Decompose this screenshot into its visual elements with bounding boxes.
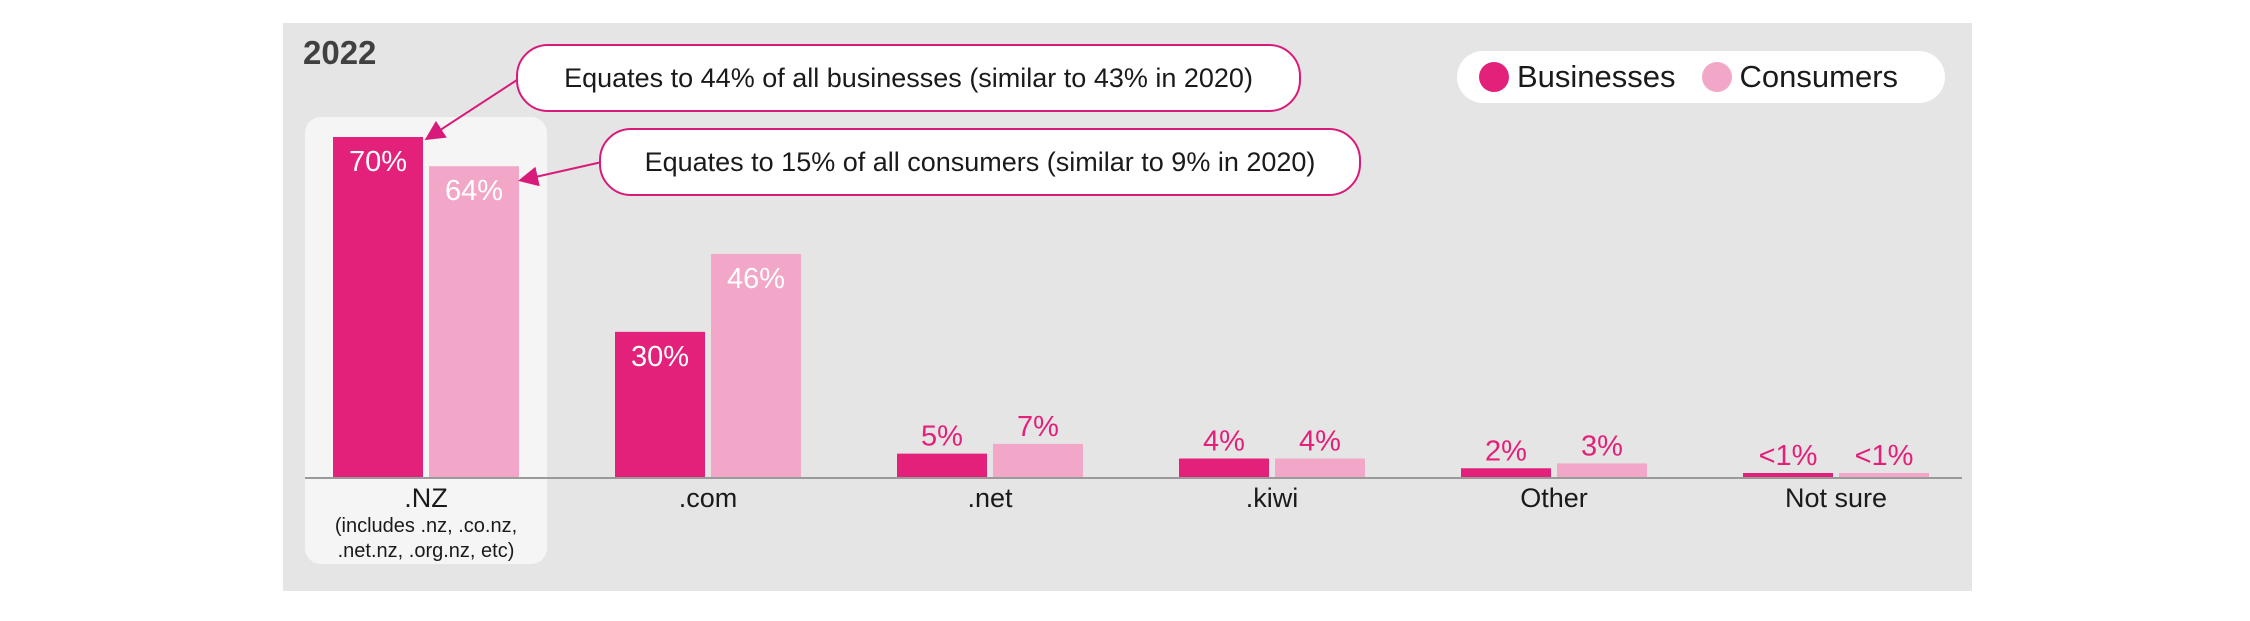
- data-label-businesses-notsure: <1%: [1759, 440, 1818, 472]
- callout-consumers: Equates to 15% of all consumers (similar…: [599, 128, 1361, 196]
- data-label-businesses-nz: 70%: [349, 146, 407, 178]
- legend-label-businesses: Businesses: [1517, 59, 1676, 94]
- data-label-consumers-notsure: <1%: [1855, 440, 1914, 472]
- legend: Businesses Consumers: [1457, 51, 1945, 103]
- bar-businesses-com: [615, 331, 705, 478]
- bar-consumers-nz: [429, 166, 519, 478]
- category-label-4: Other: [1520, 483, 1588, 513]
- bar-consumers-net: [993, 443, 1083, 478]
- bar-businesses-notsure: [1743, 473, 1833, 478]
- bar-businesses-kiwi: [1179, 458, 1269, 478]
- category-label-2: .net: [967, 483, 1013, 513]
- data-label-consumers-other: 3%: [1581, 430, 1623, 462]
- callout-arrow-businesses: [424, 77, 521, 141]
- data-label-businesses-net: 5%: [921, 421, 963, 453]
- callout-businesses: Equates to 44% of all businesses (simila…: [516, 44, 1301, 112]
- callout-arrow-consumers: [518, 161, 603, 187]
- legend-item-consumers: Consumers: [1701, 59, 1899, 95]
- bar-consumers-kiwi: [1275, 458, 1365, 478]
- legend-item-businesses: Businesses: [1479, 59, 1676, 95]
- chart-panel: [283, 23, 1972, 591]
- legend-swatch-consumers: [1701, 62, 1732, 92]
- category-label-0: .NZ: [404, 483, 448, 513]
- legend-swatch-businesses: [1479, 62, 1509, 92]
- category-label-1: .com: [679, 483, 738, 513]
- bar-businesses-nz: [333, 137, 423, 478]
- category-sublabel-1: .net.nz, .org.nz, etc): [338, 540, 515, 562]
- data-label-businesses-kiwi: 4%: [1203, 426, 1245, 458]
- data-label-consumers-kiwi: 4%: [1299, 426, 1341, 458]
- data-label-consumers-net: 7%: [1017, 411, 1059, 443]
- year-label: 2022: [303, 34, 377, 71]
- data-label-businesses-other: 2%: [1485, 435, 1527, 467]
- bar-businesses-other: [1461, 468, 1551, 478]
- category-sublabel-0: (includes .nz, .co.nz,: [335, 515, 517, 537]
- category-label-5: Not sure: [1785, 483, 1887, 513]
- bar-consumers-other: [1557, 463, 1647, 478]
- bar-consumers-com: [711, 253, 801, 478]
- data-label-consumers-com: 46%: [727, 263, 785, 295]
- category-label-3: .kiwi: [1246, 483, 1299, 513]
- data-label-businesses-com: 30%: [631, 341, 689, 373]
- bar-consumers-notsure: [1839, 473, 1929, 478]
- data-label-consumers-nz: 64%: [445, 175, 503, 207]
- bar-businesses-net: [897, 453, 987, 478]
- legend-label-consumers: Consumers: [1739, 59, 1899, 94]
